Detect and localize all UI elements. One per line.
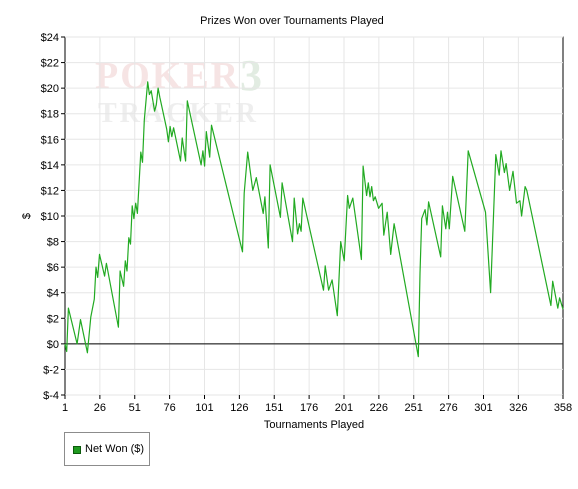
x-tick-label: 176: [300, 402, 318, 414]
x-tick-label: 201: [335, 402, 353, 414]
chart-title: Prizes Won over Tournaments Played: [200, 15, 384, 27]
series-layer: [64, 81, 564, 358]
x-tick-label: 76: [163, 402, 175, 414]
y-tick-label: $2: [47, 313, 59, 325]
x-tick-label: 301: [474, 402, 492, 414]
legend-label: Net Won ($): [85, 443, 145, 455]
y-tick-label: $0: [47, 339, 59, 351]
series-line-net-won: [64, 81, 564, 358]
x-tick-label: 101: [195, 402, 213, 414]
y-tick-label: $22: [41, 58, 59, 70]
y-tick-label: $6: [47, 262, 59, 274]
x-tick-label: 126: [230, 402, 248, 414]
y-tick-label: $10: [41, 211, 59, 223]
svg-text:3: 3: [240, 51, 262, 100]
y-tick-label: $4: [47, 288, 59, 300]
y-tick-label: $12: [41, 185, 59, 197]
legend: Net Won ($): [64, 432, 150, 466]
y-tick-label: $18: [41, 109, 59, 121]
x-tick-label: 251: [405, 402, 423, 414]
x-tick-label: 276: [439, 402, 457, 414]
x-tick-label: 151: [265, 402, 283, 414]
axes: $-4 $-2 $0 $2 $4 $6 $8 $10 $12 $14 $16 $18 $20 $22 $24…: [41, 32, 573, 414]
x-axis-title: Tournaments Played: [264, 419, 364, 431]
y-tick-label: $8: [47, 237, 59, 249]
legend-swatch: [73, 446, 81, 454]
x-tick-label: 358: [554, 402, 572, 414]
svg-text:POKER: POKER: [95, 55, 240, 97]
x-tick-label: 26: [94, 402, 106, 414]
x-tick-label: 226: [370, 402, 388, 414]
y-tick-label: $14: [41, 160, 59, 172]
y-axis-title: $: [21, 213, 33, 219]
y-tick-label: $16: [41, 134, 59, 146]
y-tick-label: $-4: [43, 390, 59, 402]
y-tick-label: $24: [41, 32, 59, 44]
x-tick-label: 1: [62, 402, 68, 414]
x-tick-label: 326: [509, 402, 527, 414]
y-tick-label: $-2: [43, 364, 59, 376]
x-tick-label: 51: [129, 402, 141, 414]
y-tick-label: $20: [41, 83, 59, 95]
